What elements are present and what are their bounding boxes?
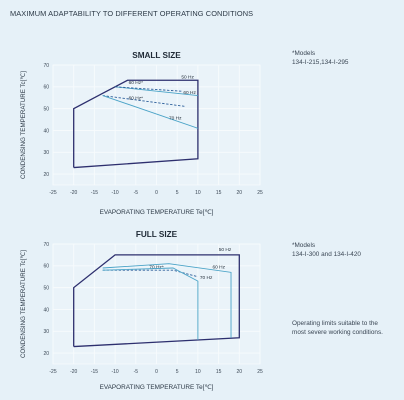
small-size-series-line-3: [102, 95, 186, 107]
full-size-chart: -25 -20 -15 -10 -5 0 5 10 15 20 25 20 30 40 50 60 70 FULL…: [20, 230, 263, 391]
small-size-series-label-4: 70 Hz: [169, 116, 182, 122]
full-size-series-line-3: [102, 267, 199, 340]
full-size-x-tick-label: -25: [49, 369, 56, 375]
full-size-x-tick-label: 0: [155, 369, 158, 375]
small-size-x-tick-label: 5: [176, 190, 179, 196]
small-size-models-note: *Models 134-I-215,134-I-295: [292, 49, 349, 67]
full-size-models-list: 134-I-300 and 134-I-420: [292, 251, 361, 258]
small-size-series-line-0: [73, 79, 199, 169]
small-size-x-tick-label: 25: [257, 190, 263, 196]
full-size-x-tick-label: -20: [70, 369, 77, 375]
full-size-x-tick-label: 15: [216, 369, 222, 375]
small-size-y-tick-label: 50: [43, 106, 49, 112]
small-size-x-tick-label: 20: [237, 190, 243, 196]
full-size-x-tick-label: -5: [134, 369, 139, 375]
small-size-x-tick-label: 0: [155, 190, 158, 196]
small-size-series-line-2: [115, 86, 182, 92]
full-size-y-tick-label: 20: [43, 351, 49, 357]
full-size-series-label-1: 60 Hz: [212, 264, 225, 270]
small-size-y-tick-label: 20: [43, 172, 49, 178]
small-size-chart-title: SMALL SIZE: [132, 51, 181, 60]
full-size-x-tick-label: -15: [91, 369, 98, 375]
full-size-models-note: *Models 134-I-300 and 134-I-420: [292, 241, 361, 259]
small-size-series-label-2: 60 Hz*: [129, 80, 144, 86]
small-size-chart: -25 -20 -15 -10 -5 0 5 10 15 20 25 20 30 40 50 60 70 SMAL…: [20, 51, 263, 216]
small-size-x-tick-label: -10: [111, 190, 118, 196]
full-size-series-label-0: 50 Hz: [219, 247, 232, 253]
small-size-series-line-1: [115, 86, 198, 96]
small-size-x-tick-label: -5: [134, 190, 139, 196]
full-size-series-label-3: 70 Hz: [200, 275, 213, 281]
small-size-x-tick-label: -25: [49, 190, 56, 196]
small-size-x-tick-label: -20: [70, 190, 77, 196]
small-size-series-line-4: [102, 95, 199, 129]
small-size-series-label-0: 50 Hz: [181, 74, 194, 80]
full-size-series-line-0: [73, 254, 240, 348]
small-size-x-axis-label: EVAPORATING TEMPERATURE Te[℃]: [100, 209, 214, 216]
full-size-y-tick-label: 40: [43, 307, 49, 313]
small-size-series-label-1: 60 Hz: [183, 90, 196, 96]
full-size-x-tick-label: 25: [257, 369, 263, 375]
full-size-x-tick-label: 10: [195, 369, 201, 375]
full-size-series-line-1: [102, 263, 232, 338]
full-size-x-tick-label: -10: [111, 369, 118, 375]
small-size-x-tick-label: -15: [91, 190, 98, 196]
full-size-y-tick-label: 50: [43, 285, 49, 291]
full-size-y-tick-label: 70: [43, 242, 49, 248]
operating-limits-line-1: Operating limits suitable to the: [292, 320, 378, 327]
small-size-models-list: 134-I-215,134-I-295: [292, 59, 349, 66]
full-size-y-tick-label: 60: [43, 264, 49, 270]
full-size-x-axis-label: EVAPORATING TEMPERATURE Te[℃]: [100, 384, 214, 391]
small-size-series-label-3: 60 Hz*: [129, 96, 144, 102]
small-size-y-tick-label: 60: [43, 85, 49, 91]
full-size-x-tick-label: 20: [237, 369, 243, 375]
full-size-y-tick-label: 30: [43, 329, 49, 335]
small-size-x-tick-label: 15: [216, 190, 222, 196]
small-size-models-heading: *Models: [292, 50, 316, 57]
full-size-series-label-2: 70 Hz*: [149, 265, 164, 271]
full-size-y-axis-label: CONDENSING TEMPERATURE Tc[℃]: [20, 250, 27, 358]
full-size-x-tick-label: 5: [176, 369, 179, 375]
full-size-chart-title: FULL SIZE: [136, 230, 178, 239]
full-size-models-heading: *Models: [292, 242, 316, 249]
small-size-y-tick-label: 70: [43, 63, 49, 69]
small-size-y-axis-label: CONDENSING TEMPERATURE Tc[℃]: [20, 71, 27, 179]
small-size-x-tick-label: 10: [195, 190, 201, 196]
operating-limits-note: Operating limits suitable to the most se…: [292, 319, 383, 337]
full-size-series-line-2: [102, 269, 199, 278]
page-heading: MAXIMUM ADAPTABILITY TO DIFFERENT OPERAT…: [10, 9, 254, 18]
small-size-y-tick-label: 40: [43, 128, 49, 134]
operating-limits-line-2: most severe working conditions.: [292, 329, 383, 336]
small-size-y-tick-label: 30: [43, 150, 49, 156]
